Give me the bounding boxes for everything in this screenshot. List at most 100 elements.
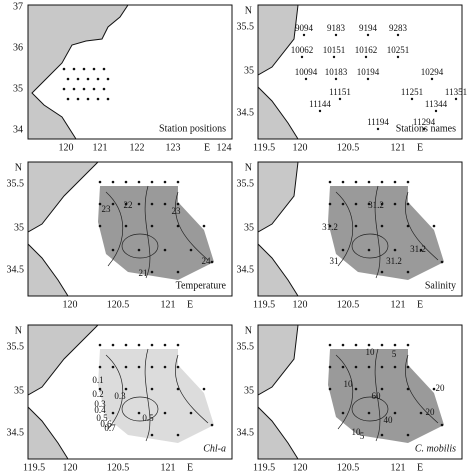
map-panel: 0.10.20.30.40.50.60.70.50.3Chl-aN35.5353… xyxy=(7,324,233,473)
station-dot xyxy=(338,97,342,101)
contour-line xyxy=(105,191,124,267)
contour-line xyxy=(144,348,151,442)
map-panel: Station positions 37 36 35 34 120 121 122 123 124… xyxy=(13,1,233,153)
east-label: E xyxy=(417,299,423,310)
station-dot xyxy=(334,33,338,37)
station-dot xyxy=(72,67,76,71)
station-dot xyxy=(364,55,368,59)
station-dot xyxy=(202,224,206,228)
contour-label: 5 xyxy=(392,349,397,359)
station-dot xyxy=(367,248,371,252)
lat-tick-label: 35.5 xyxy=(237,178,255,189)
station-dot xyxy=(328,387,332,391)
station-dot xyxy=(176,365,180,369)
station-dot xyxy=(354,365,358,369)
station-dot xyxy=(102,67,106,71)
contour-label: 0.3 xyxy=(114,391,126,401)
station-dot xyxy=(176,224,180,228)
lon-tick-label: 121 xyxy=(93,142,108,153)
panel-frame xyxy=(27,4,233,140)
station-dot xyxy=(176,343,180,347)
contour-label: 22 xyxy=(124,200,133,210)
station-dot xyxy=(367,343,371,347)
station-dot xyxy=(328,180,332,184)
station-dot xyxy=(328,343,332,347)
station-dot xyxy=(366,33,370,37)
lat-tick-label: 35 xyxy=(13,83,23,94)
station-name: 10294 xyxy=(421,67,444,77)
lat-tick-label: 34.5 xyxy=(237,427,255,438)
contour-label: 0.5 xyxy=(96,413,108,423)
station-dot xyxy=(176,433,180,437)
panel-label: Chl-a xyxy=(203,443,226,454)
north-label: N xyxy=(245,162,252,173)
lon-tick-label: 121 xyxy=(161,299,176,310)
station-dot xyxy=(366,77,370,81)
station-dot xyxy=(150,387,154,391)
station-dot xyxy=(419,248,423,252)
station-dot xyxy=(98,343,102,347)
station-name: 11144 xyxy=(309,99,331,109)
station-dot xyxy=(124,180,128,184)
contour-label: 0.3 xyxy=(94,399,106,409)
station-dot xyxy=(98,224,102,228)
station-dot xyxy=(454,97,458,101)
station-dot xyxy=(328,224,332,228)
station-dot xyxy=(393,248,397,252)
station-dot xyxy=(176,202,180,206)
station-name: 10151 xyxy=(323,45,346,55)
station-dot xyxy=(150,224,154,228)
station-name: 10183 xyxy=(325,67,348,77)
map-panel: 9094 9183 9194 9283 10062 10151 10162 10251 1009… xyxy=(237,4,467,153)
lon-tick-label: 120 xyxy=(63,462,78,473)
contour-label: 10 xyxy=(352,427,362,437)
lon-tick-label: 121 xyxy=(391,299,406,310)
panel-label: Stations names xyxy=(396,123,456,134)
station-dot xyxy=(96,77,100,81)
contour-line xyxy=(405,354,439,424)
station-dot xyxy=(137,202,141,206)
station-dot xyxy=(367,365,371,369)
station-dot xyxy=(102,87,106,91)
station-dot xyxy=(354,202,358,206)
station-dot xyxy=(111,411,115,415)
east-label: E xyxy=(417,462,423,473)
station-dot xyxy=(82,67,86,71)
contour-label: 31 xyxy=(330,256,339,266)
panel-frame xyxy=(257,324,463,460)
station-name: 11194 xyxy=(367,117,389,127)
station-dot xyxy=(341,365,345,369)
station-dot xyxy=(150,270,154,274)
lon-tick-label: 120 xyxy=(293,299,308,310)
contour-label: 23 xyxy=(172,206,182,216)
contour-label: 10 xyxy=(344,379,354,389)
station-name: 10194 xyxy=(357,67,380,77)
station-dot xyxy=(393,365,397,369)
station-dot xyxy=(137,180,141,184)
station-name: 10251 xyxy=(387,45,410,55)
station-dot xyxy=(82,87,86,91)
station-dot xyxy=(332,55,336,59)
station-dot xyxy=(376,127,380,131)
east-label: E xyxy=(187,299,193,310)
lat-tick-label: 34.5 xyxy=(7,264,25,275)
lat-tick-label: 35 xyxy=(14,385,24,396)
contour-line xyxy=(335,354,354,430)
station-dot xyxy=(176,270,180,274)
contour-label: 20 xyxy=(426,407,436,417)
station-dot xyxy=(137,248,141,252)
contour-label: 31.2 xyxy=(386,256,402,266)
station-dot xyxy=(380,180,384,184)
contour-label: 31.2 xyxy=(322,222,338,232)
station-dot xyxy=(96,97,100,101)
station-dot xyxy=(380,343,384,347)
station-dot xyxy=(163,343,167,347)
lat-tick-label: 35 xyxy=(244,222,254,233)
station-dot xyxy=(440,423,444,427)
station-dot xyxy=(66,77,70,81)
station-dot xyxy=(393,180,397,184)
station-dot xyxy=(380,224,384,228)
station-name: 11351 xyxy=(445,87,467,97)
lat-tick-label: 35.5 xyxy=(237,21,255,32)
lat-tick-label: 34.5 xyxy=(7,427,25,438)
